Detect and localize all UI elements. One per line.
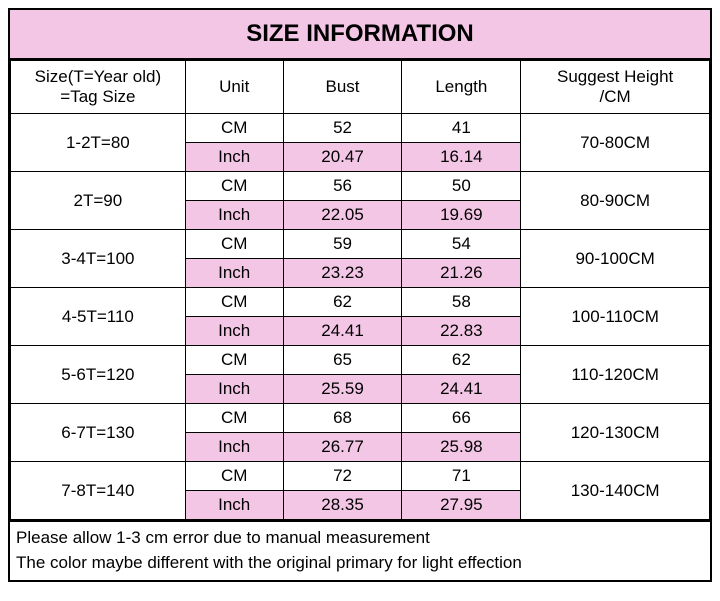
cell-unit: CM xyxy=(185,404,283,433)
header-suggest-l2: /CM xyxy=(600,87,631,106)
table-row: 1-2T=80CM524170-80CM xyxy=(11,114,710,143)
cell-suggest: 80-90CM xyxy=(521,172,710,230)
header-size-l1: Size(T=Year old) xyxy=(35,67,161,86)
cell-length: 66 xyxy=(402,404,521,433)
cell-unit: Inch xyxy=(185,375,283,404)
cell-unit: Inch xyxy=(185,143,283,172)
cell-size: 1-2T=80 xyxy=(11,114,186,172)
cell-suggest: 70-80CM xyxy=(521,114,710,172)
cell-size: 4-5T=110 xyxy=(11,288,186,346)
cell-length: 71 xyxy=(402,462,521,491)
cell-size: 3-4T=100 xyxy=(11,230,186,288)
cell-length: 16.14 xyxy=(402,143,521,172)
note-line-2: The color maybe different with the origi… xyxy=(16,551,704,576)
cell-size: 6-7T=130 xyxy=(11,404,186,462)
cell-length: 58 xyxy=(402,288,521,317)
cell-unit: Inch xyxy=(185,259,283,288)
size-chart-container: SIZE INFORMATION Size(T=Year old) =Tag S… xyxy=(8,8,712,582)
cell-unit: CM xyxy=(185,114,283,143)
header-suggest: Suggest Height /CM xyxy=(521,61,710,114)
cell-length: 54 xyxy=(402,230,521,259)
table-row: 2T=90CM565080-90CM xyxy=(11,172,710,201)
cell-bust: 22.05 xyxy=(283,201,402,230)
cell-length: 21.26 xyxy=(402,259,521,288)
header-suggest-l1: Suggest Height xyxy=(557,67,673,86)
cell-length: 22.83 xyxy=(402,317,521,346)
cell-length: 50 xyxy=(402,172,521,201)
table-row: 7-8T=140CM7271130-140CM xyxy=(11,462,710,491)
size-table-body: 1-2T=80CM524170-80CMInch20.4716.142T=90C… xyxy=(11,114,710,520)
cell-length: 24.41 xyxy=(402,375,521,404)
cell-size: 2T=90 xyxy=(11,172,186,230)
header-row: Size(T=Year old) =Tag Size Unit Bust Len… xyxy=(11,61,710,114)
notes-block: Please allow 1-3 cm error due to manual … xyxy=(10,520,710,580)
cell-unit: Inch xyxy=(185,433,283,462)
cell-bust: 25.59 xyxy=(283,375,402,404)
cell-length: 19.69 xyxy=(402,201,521,230)
cell-bust: 24.41 xyxy=(283,317,402,346)
table-row: 6-7T=130CM6866120-130CM xyxy=(11,404,710,433)
cell-length: 41 xyxy=(402,114,521,143)
cell-suggest: 130-140CM xyxy=(521,462,710,520)
cell-suggest: 90-100CM xyxy=(521,230,710,288)
cell-bust: 59 xyxy=(283,230,402,259)
cell-bust: 28.35 xyxy=(283,491,402,520)
cell-bust: 65 xyxy=(283,346,402,375)
cell-unit: CM xyxy=(185,230,283,259)
cell-bust: 56 xyxy=(283,172,402,201)
cell-size: 7-8T=140 xyxy=(11,462,186,520)
header-unit: Unit xyxy=(185,61,283,114)
cell-unit: CM xyxy=(185,172,283,201)
cell-bust: 72 xyxy=(283,462,402,491)
cell-unit: CM xyxy=(185,346,283,375)
cell-suggest: 120-130CM xyxy=(521,404,710,462)
cell-suggest: 110-120CM xyxy=(521,346,710,404)
note-line-1: Please allow 1-3 cm error due to manual … xyxy=(16,526,704,551)
header-length: Length xyxy=(402,61,521,114)
cell-unit: Inch xyxy=(185,491,283,520)
cell-bust: 26.77 xyxy=(283,433,402,462)
cell-unit: Inch xyxy=(185,317,283,346)
cell-size: 5-6T=120 xyxy=(11,346,186,404)
cell-suggest: 100-110CM xyxy=(521,288,710,346)
table-row: 4-5T=110CM6258100-110CM xyxy=(11,288,710,317)
cell-unit: Inch xyxy=(185,201,283,230)
cell-length: 25.98 xyxy=(402,433,521,462)
chart-title: SIZE INFORMATION xyxy=(10,10,710,60)
table-row: 3-4T=100CM595490-100CM xyxy=(11,230,710,259)
cell-bust: 20.47 xyxy=(283,143,402,172)
cell-unit: CM xyxy=(185,462,283,491)
cell-length: 27.95 xyxy=(402,491,521,520)
cell-unit: CM xyxy=(185,288,283,317)
cell-bust: 23.23 xyxy=(283,259,402,288)
header-size: Size(T=Year old) =Tag Size xyxy=(11,61,186,114)
cell-bust: 52 xyxy=(283,114,402,143)
header-size-l2: =Tag Size xyxy=(60,87,135,106)
table-row: 5-6T=120CM6562110-120CM xyxy=(11,346,710,375)
cell-bust: 68 xyxy=(283,404,402,433)
cell-bust: 62 xyxy=(283,288,402,317)
size-table: Size(T=Year old) =Tag Size Unit Bust Len… xyxy=(10,60,710,520)
header-bust: Bust xyxy=(283,61,402,114)
cell-length: 62 xyxy=(402,346,521,375)
